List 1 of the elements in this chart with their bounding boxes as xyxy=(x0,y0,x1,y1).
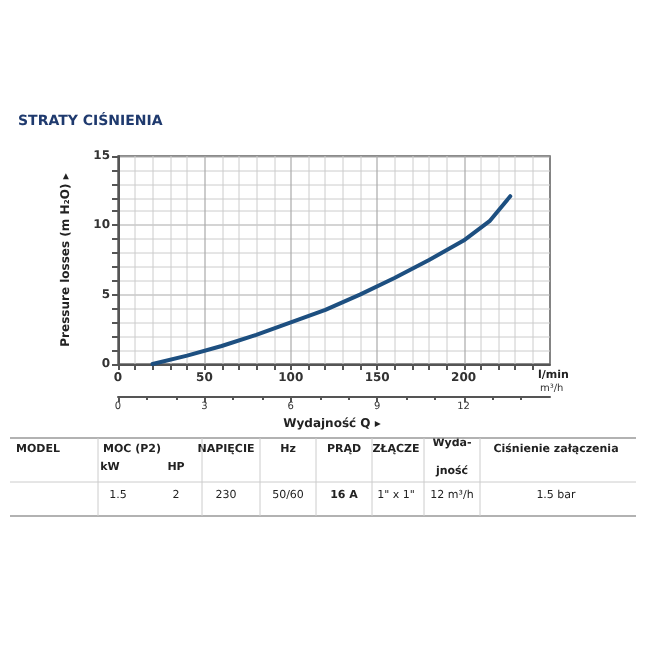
line-series xyxy=(150,194,513,366)
